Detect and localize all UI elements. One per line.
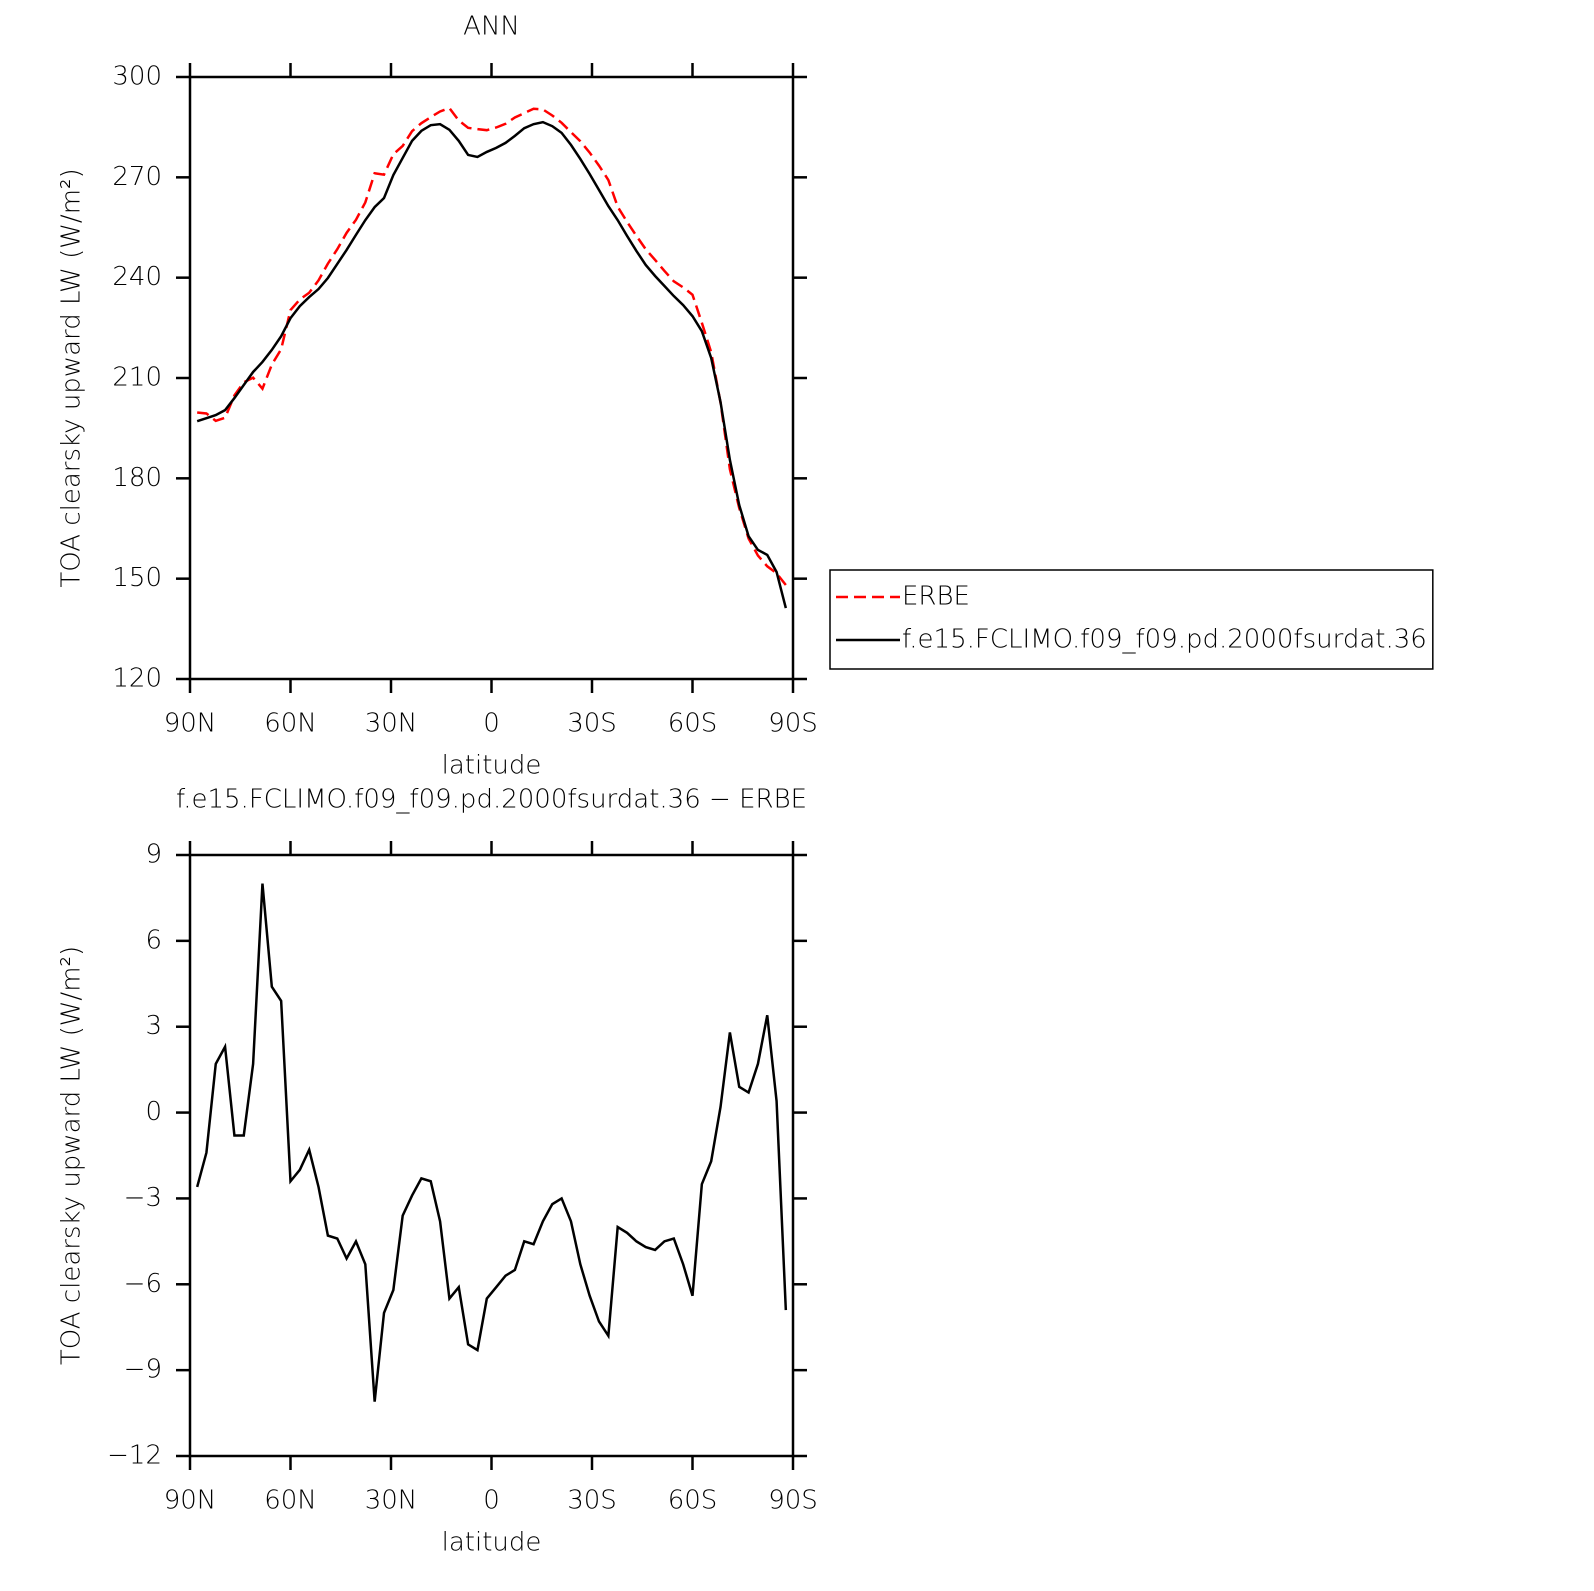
x-tick-label: 60S bbox=[668, 709, 718, 739]
x-tick-label: 30S bbox=[567, 1486, 617, 1516]
x-axis-label: latitude bbox=[442, 1528, 542, 1558]
x-tick-label: 30N bbox=[365, 709, 418, 739]
legend-label: ERBE bbox=[902, 582, 970, 612]
x-axis-label: latitude bbox=[442, 751, 542, 781]
y-tick-label: 300 bbox=[112, 62, 162, 92]
y-tick-label: −3 bbox=[124, 1183, 162, 1213]
legend-box bbox=[829, 569, 1434, 670]
y-tick-label: 120 bbox=[112, 664, 162, 694]
x-tick-label: 0 bbox=[483, 709, 500, 739]
y-tick-label: 210 bbox=[112, 363, 162, 393]
x-tick-label: 90S bbox=[768, 709, 818, 739]
x-tick-label: 60S bbox=[668, 1486, 718, 1516]
x-tick-label: 0 bbox=[483, 1486, 500, 1516]
x-tick-label: 60N bbox=[264, 1486, 317, 1516]
x-tick-label: 30S bbox=[567, 709, 617, 739]
y-tick-label: 180 bbox=[112, 463, 162, 493]
y-tick-label: 3 bbox=[145, 1011, 162, 1041]
y-tick-label: 0 bbox=[145, 1097, 162, 1127]
y-tick-label: 9 bbox=[145, 840, 162, 870]
chart-title: ANN bbox=[463, 12, 520, 42]
y-tick-label: 240 bbox=[112, 262, 162, 292]
y-tick-label: 150 bbox=[112, 563, 162, 593]
y-tick-label: 270 bbox=[112, 162, 162, 192]
y-tick-label: 6 bbox=[145, 925, 162, 955]
x-tick-label: 90N bbox=[164, 709, 217, 739]
x-tick-label: 90S bbox=[768, 1486, 818, 1516]
plot-frame bbox=[188, 853, 795, 1458]
y-axis-label: TOA clearsky upward LW (W/m²) bbox=[57, 168, 87, 587]
y-tick-label: −12 bbox=[107, 1441, 162, 1471]
series-line bbox=[196, 120, 788, 609]
y-axis-label: TOA clearsky upward LW (W/m²) bbox=[57, 946, 87, 1365]
legend-label: f.e15.FCLIMO.f09_f09.pd.2000fsurdat.36 bbox=[902, 625, 1427, 655]
x-tick-label: 30N bbox=[365, 1486, 418, 1516]
y-tick-label: −6 bbox=[124, 1269, 162, 1299]
series-line bbox=[195, 883, 788, 1402]
series-line bbox=[197, 106, 787, 586]
chart-title: f.e15.FCLIMO.f09_f09.pd.2000fsurdat.36 −… bbox=[176, 785, 807, 815]
y-tick-label: −9 bbox=[124, 1355, 162, 1385]
x-tick-label: 60N bbox=[264, 709, 317, 739]
plot-frame bbox=[188, 75, 795, 681]
x-tick-label: 90N bbox=[164, 1486, 217, 1516]
